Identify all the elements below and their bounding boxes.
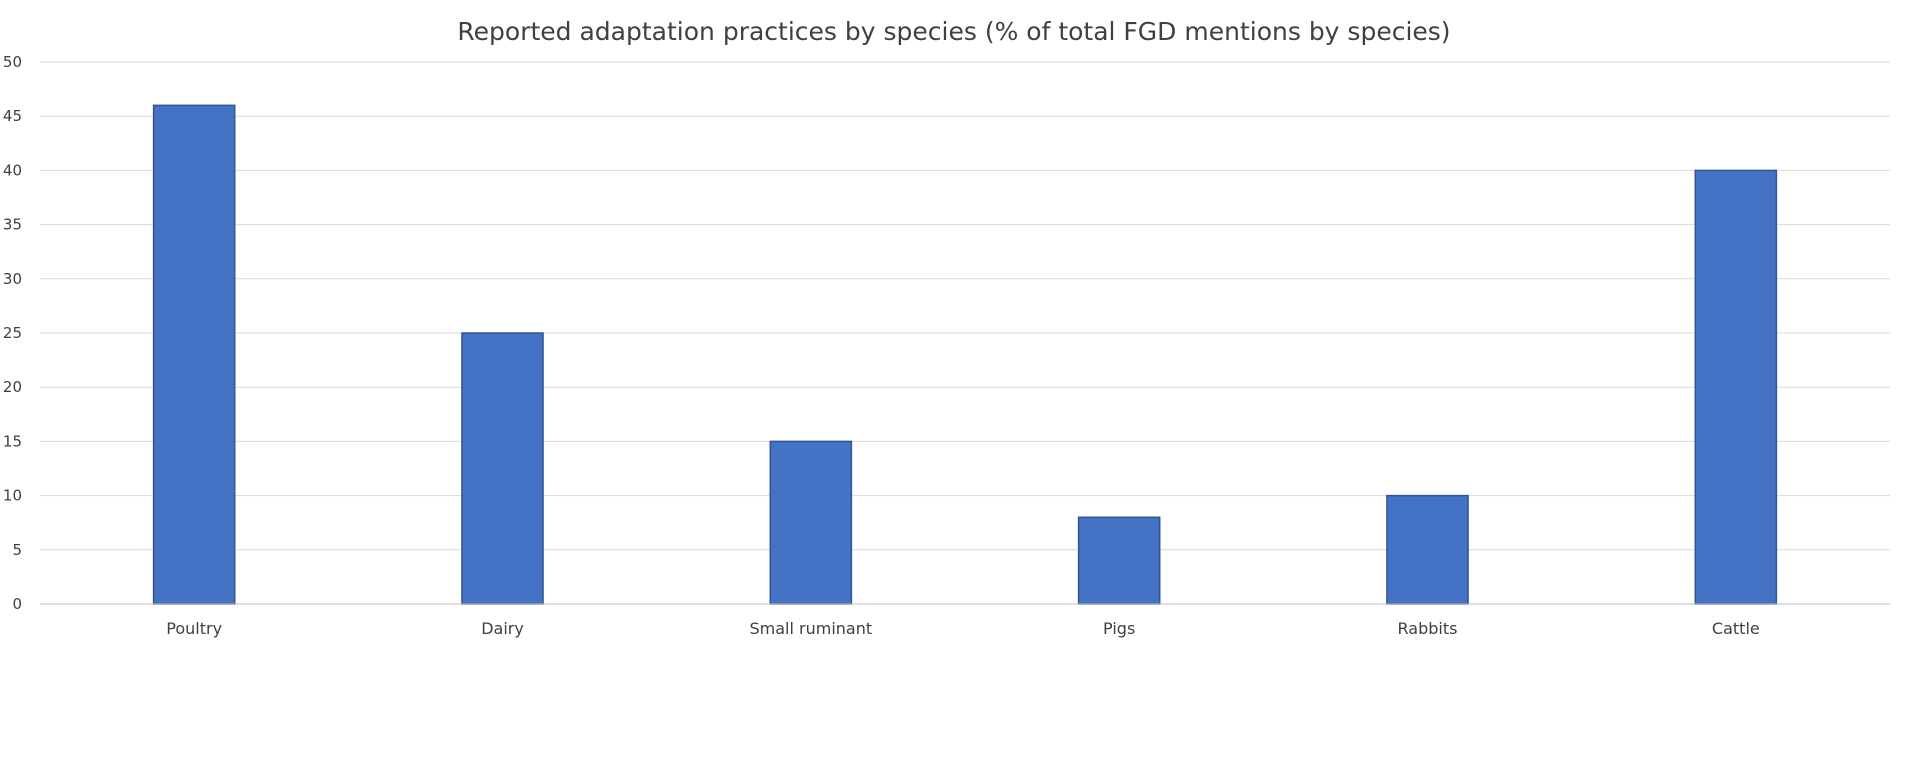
y-tick-label: 30: [3, 270, 22, 288]
x-category-label: Pigs: [1103, 619, 1135, 638]
y-tick-label: 5: [12, 541, 22, 559]
x-category-label: Small ruminant: [750, 619, 873, 638]
y-tick-label: 50: [3, 53, 22, 71]
bar-poultry: [152, 104, 236, 605]
bar-rabbits: [1386, 494, 1469, 605]
bars: [152, 104, 1778, 605]
bar-pigs: [1077, 516, 1161, 605]
y-tick-label: 45: [3, 107, 22, 125]
bar-cattle: [1694, 169, 1778, 605]
x-category-label: Cattle: [1712, 619, 1760, 638]
y-tick-label: 15: [3, 432, 22, 450]
chart-title: Reported adaptation practices by species…: [457, 17, 1450, 46]
gridlines: [40, 61, 1890, 551]
y-axis-tick-labels: 0 5 10 15 20 25 30 35 40 45 50: [3, 53, 22, 613]
x-category-label: Rabbits: [1398, 619, 1458, 638]
y-tick-label: 10: [3, 487, 22, 505]
y-tick-label: 25: [3, 324, 22, 342]
y-tick-label: 40: [3, 161, 22, 179]
x-axis-category-labels: Poultry Dairy Small ruminant Pigs Rabbits Cat…: [166, 619, 1759, 638]
bar-small-ruminant: [769, 440, 853, 605]
x-category-label: Poultry: [166, 619, 222, 638]
y-tick-label: 20: [3, 378, 22, 396]
bar-dairy: [461, 332, 544, 605]
x-category-label: Dairy: [481, 619, 524, 638]
y-tick-label: 0: [12, 595, 22, 613]
y-tick-label: 35: [3, 216, 22, 234]
